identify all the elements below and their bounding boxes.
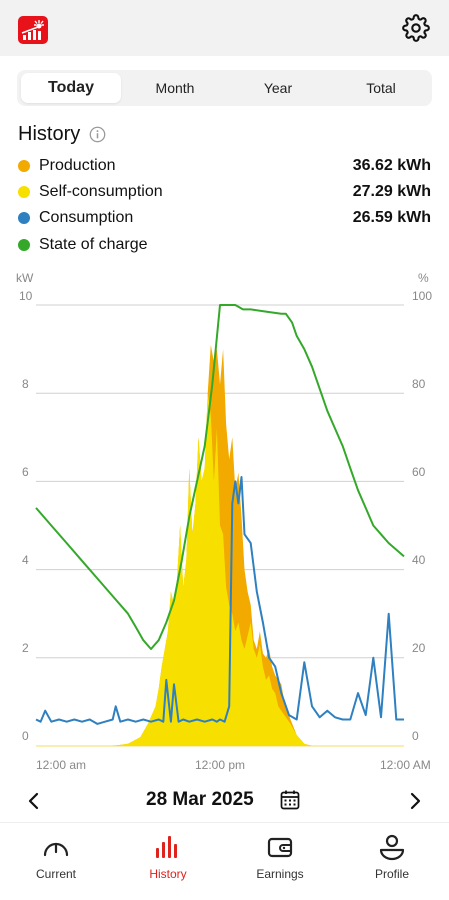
nav-profile[interactable]: Profile — [336, 833, 448, 893]
x-tick: 12:00 AM — [380, 758, 431, 772]
legend-label: Consumption — [39, 209, 134, 226]
legend-label: Self-consumption — [39, 183, 163, 200]
legend-label: Production — [39, 157, 116, 174]
y-right-tick: 20 — [412, 641, 426, 655]
self-consumption-area — [36, 393, 404, 746]
state-of-charge-line — [35, 304, 405, 650]
state-of-charge-dot-icon — [18, 239, 30, 251]
legend-value: 36.62 kWh — [352, 157, 431, 174]
nav-label: Current — [35, 867, 76, 881]
nav-label: History — [149, 867, 187, 881]
legend-value: 26.59 kWh — [352, 209, 431, 226]
nav-earnings[interactable]: Earnings — [224, 833, 336, 893]
self-consumption-dot-icon — [18, 186, 30, 198]
selected-date[interactable]: 28 Mar 2025 — [146, 789, 254, 810]
tab-today[interactable]: Today — [21, 73, 121, 103]
legend-production: Production 36.62 kWh — [18, 155, 431, 177]
y-left-tick: 6 — [22, 465, 29, 479]
legend-label: State of charge — [39, 236, 148, 253]
solar-app-logo-icon — [18, 16, 48, 44]
y-left-tick: 0 — [22, 729, 29, 743]
legend-state-of-charge: State of charge — [18, 234, 431, 256]
profile-icon — [379, 834, 405, 861]
nav-history[interactable]: History — [112, 833, 224, 893]
consumption-line — [35, 476, 404, 725]
y-left-tick: 2 — [22, 641, 29, 655]
y-right-tick: 80 — [412, 377, 426, 391]
y-right-tick: 40 — [412, 553, 426, 567]
gear-icon[interactable] — [402, 14, 430, 42]
y-left-tick: 8 — [22, 377, 29, 391]
legend-self-consumption: Self-consumption 27.29 kWh — [18, 181, 431, 203]
history-title: History — [18, 123, 81, 145]
chevron-left-icon[interactable] — [24, 791, 44, 811]
tab-total[interactable]: Total — [366, 80, 396, 96]
calendar-icon[interactable] — [280, 789, 300, 811]
top-bar — [0, 0, 449, 56]
x-tick: 12:00 am — [36, 758, 87, 772]
tab-year[interactable]: Year — [263, 80, 293, 96]
tab-month[interactable]: Month — [155, 80, 195, 96]
date-navigation: 28 Mar 2025 — [0, 783, 449, 819]
period-tabs: Today Month Year Total — [17, 70, 432, 106]
production-dot-icon — [18, 160, 30, 172]
info-icon[interactable] — [89, 126, 106, 143]
legend-consumption: Consumption 26.59 kWh — [18, 207, 431, 229]
y-right-tick: 100 — [412, 289, 433, 303]
nav-label: Profile — [374, 867, 409, 881]
history-chart[interactable] — [0, 270, 449, 750]
x-tick: 12:00 pm — [195, 758, 246, 772]
consumption-dot-icon — [18, 212, 30, 224]
y-left-unit: kW — [16, 271, 34, 285]
y-right-tick: 0 — [412, 729, 419, 743]
chevron-right-icon[interactable] — [405, 791, 425, 811]
legend-value: 27.29 kWh — [352, 183, 431, 200]
gauge-icon — [43, 842, 69, 857]
y-right-unit: % — [418, 271, 429, 285]
y-left-tick: 10 — [19, 289, 33, 303]
nav-label: Earnings — [256, 867, 304, 881]
history-heading: History — [18, 123, 106, 146]
bottom-navigation: Current History Earnings Profile — [0, 822, 449, 900]
y-right-tick: 60 — [412, 465, 426, 479]
y-left-tick: 4 — [22, 553, 29, 567]
bar-chart-icon — [156, 836, 177, 858]
nav-current[interactable]: Current — [0, 833, 112, 893]
wallet-icon — [267, 837, 293, 858]
